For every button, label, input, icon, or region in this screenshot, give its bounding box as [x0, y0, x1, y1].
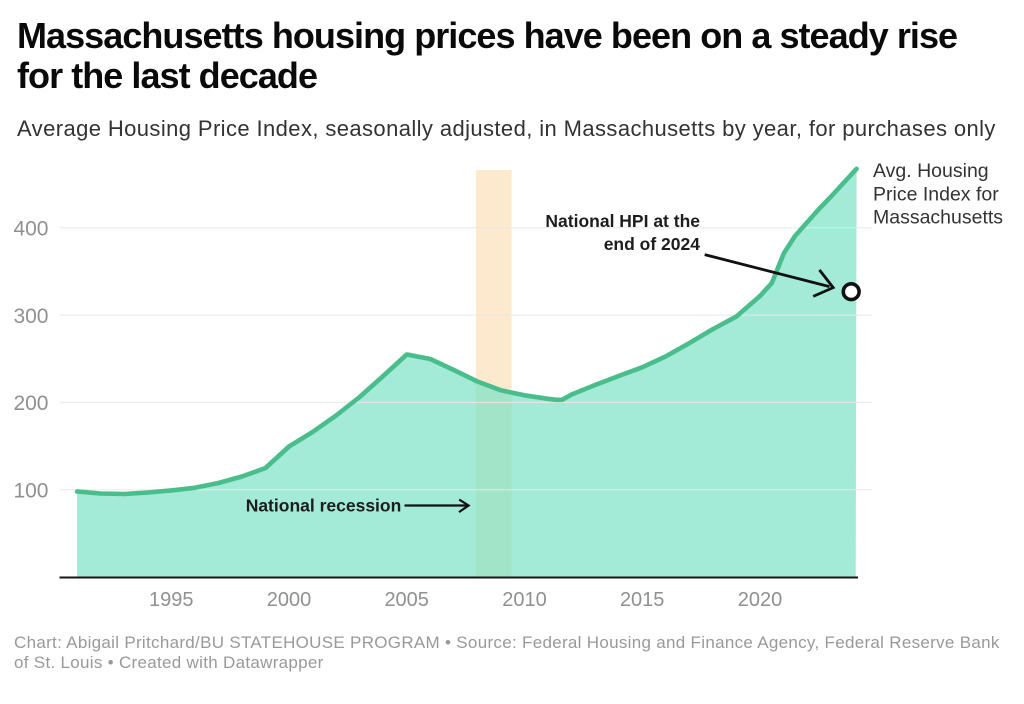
svg-text:2015: 2015: [620, 589, 665, 611]
svg-text:2010: 2010: [502, 589, 547, 611]
svg-text:National recession: National recession: [246, 496, 402, 516]
svg-text:Avg. Housing: Avg. Housing: [873, 160, 989, 182]
svg-text:100: 100: [13, 480, 48, 503]
svg-text:end of 2024: end of 2024: [604, 234, 701, 254]
svg-text:1995: 1995: [149, 589, 194, 611]
svg-text:400: 400: [13, 218, 48, 241]
svg-text:300: 300: [13, 305, 48, 328]
svg-text:Price Index for: Price Index for: [873, 183, 999, 205]
svg-text:Massachusetts: Massachusetts: [873, 207, 1003, 229]
svg-text:200: 200: [13, 392, 48, 415]
svg-text:2005: 2005: [384, 589, 429, 611]
svg-text:National HPI at the: National HPI at the: [545, 211, 700, 231]
svg-text:2020: 2020: [738, 589, 783, 611]
svg-text:2000: 2000: [267, 589, 312, 611]
